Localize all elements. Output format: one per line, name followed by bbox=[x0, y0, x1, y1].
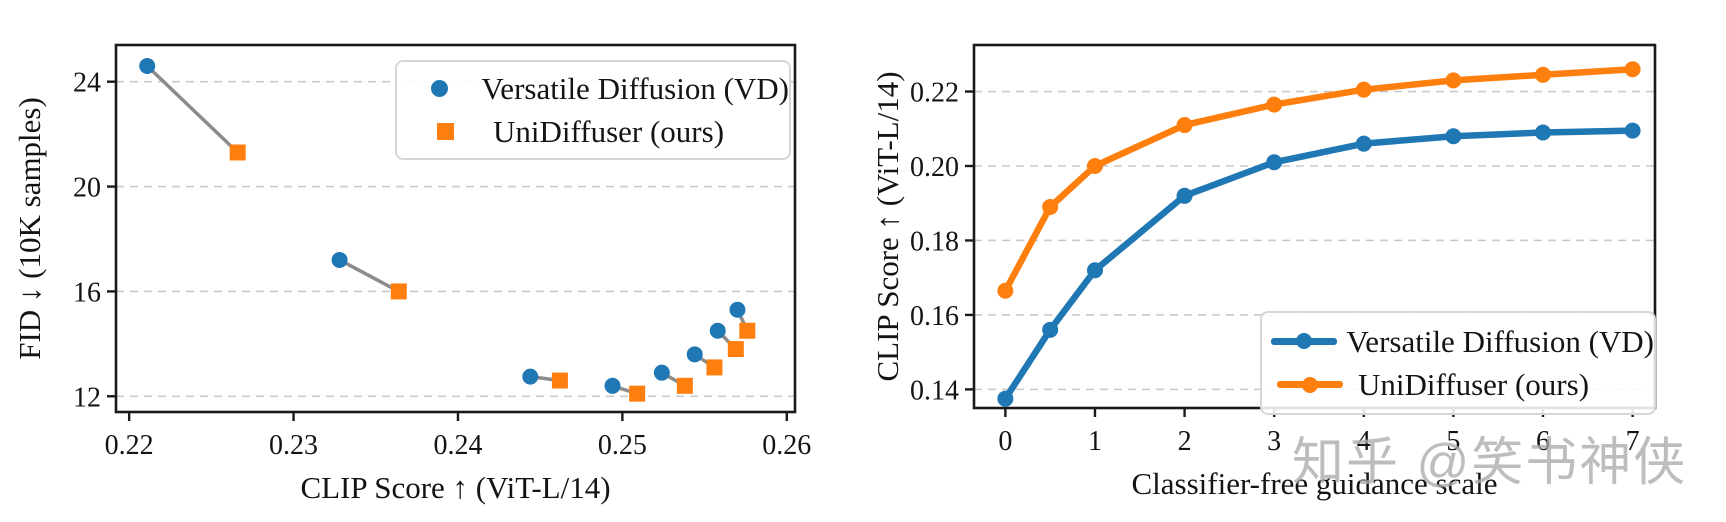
zhihu-watermark: 知乎 @笑书神侠 bbox=[1292, 434, 1688, 492]
data-point-circle bbox=[1266, 154, 1283, 171]
x-axis-tick-label: 6 bbox=[1536, 426, 1550, 457]
y-axis-tick-label: 0.18 bbox=[910, 226, 959, 257]
data-point-circle bbox=[653, 364, 670, 381]
y-axis-tick-label: 0.20 bbox=[910, 152, 959, 183]
x-axis-tick-label: 0.24 bbox=[433, 430, 482, 461]
data-point-square bbox=[676, 377, 693, 394]
data-point-circle bbox=[1445, 128, 1462, 145]
legend-entry-unidiffuser: UniDiffuser (ours) bbox=[397, 116, 789, 147]
y-axis-tick-label: 24 bbox=[73, 68, 101, 99]
x-axis-label: CLIP Score ↑ (ViT-L/14) bbox=[300, 470, 610, 505]
legend-label-vd: Versatile Diffusion (VD) bbox=[481, 71, 789, 107]
data-point-circle bbox=[1042, 198, 1059, 215]
data-point-circle bbox=[1176, 117, 1193, 134]
x-axis-tick-label: 0.26 bbox=[762, 430, 811, 461]
legend-label-unidiffuser: UniDiffuser (ours) bbox=[493, 113, 725, 149]
data-point-square bbox=[551, 372, 568, 389]
legend-label-vd: Versatile Diffusion (VD) bbox=[1346, 323, 1654, 359]
data-point-circle bbox=[1355, 81, 1372, 98]
x-axis-tick-label: 0.25 bbox=[598, 430, 647, 461]
plot-border bbox=[114, 43, 797, 414]
data-point-square bbox=[739, 322, 756, 339]
data-point-circle bbox=[997, 390, 1014, 407]
x-axis-tick-label: 3 bbox=[1267, 426, 1281, 457]
data-point-circle bbox=[1534, 66, 1551, 83]
data-point-circle bbox=[686, 346, 703, 363]
data-point-circle bbox=[1534, 124, 1551, 141]
data-point-circle bbox=[709, 322, 726, 339]
unidiffuser-square-marker-icon bbox=[397, 122, 493, 140]
data-point-circle bbox=[1042, 321, 1059, 338]
series-line bbox=[1002, 65, 1636, 294]
legend-entry-unidiffuser: UniDiffuser (ours) bbox=[1262, 369, 1654, 400]
data-point-circle bbox=[331, 251, 348, 268]
x-axis-label: Classifier-free guidance scale bbox=[1131, 466, 1497, 501]
data-point-circle bbox=[139, 57, 156, 74]
data-point-circle bbox=[729, 301, 746, 318]
y-axis-tick-label: 12 bbox=[73, 382, 101, 413]
data-point-square bbox=[727, 341, 744, 358]
vd-line-marker-icon bbox=[1262, 333, 1346, 350]
legend-entry-vd: Versatile Diffusion (VD) bbox=[397, 73, 789, 104]
y-axis-tick-label: 16 bbox=[73, 277, 101, 308]
y-axis-tick-label: 0.14 bbox=[910, 375, 959, 406]
clip-vs-guidance-chart: 0 1 2 3 4 5 6 7 0.14 0.16 0.18 0.20 0.22 Classifier-f… bbox=[860, 0, 1726, 522]
x-axis-tick-label: 0.22 bbox=[105, 430, 154, 461]
pair-connector-line bbox=[338, 258, 400, 293]
data-point-circle bbox=[1624, 61, 1641, 78]
data-point-circle bbox=[1355, 135, 1372, 152]
unidiffuser-line-marker-icon bbox=[1262, 376, 1358, 393]
x-axis-tick-label: 5 bbox=[1446, 426, 1460, 457]
y-axis-label: FID ↓ (10K samples) bbox=[12, 97, 47, 360]
legend-entry-vd: Versatile Diffusion (VD) bbox=[1262, 326, 1654, 357]
y-axis-label: CLIP Score ↑ (ViT-L/14) bbox=[870, 71, 905, 381]
vd-circle-marker-icon bbox=[397, 80, 481, 98]
y-axis-tick-label: 20 bbox=[73, 173, 101, 204]
x-axis-tick-label: 0.23 bbox=[269, 430, 318, 461]
data-point-square bbox=[629, 385, 646, 402]
data-point-square bbox=[706, 359, 723, 376]
legend-guidance-chart: Versatile Diffusion (VD) UniDiffuser (ou… bbox=[1260, 311, 1656, 415]
data-point-circle bbox=[1266, 96, 1283, 113]
data-point-square bbox=[390, 283, 407, 300]
data-point-square bbox=[229, 144, 246, 161]
x-axis-tick-label: 4 bbox=[1357, 426, 1371, 457]
data-point-circle bbox=[997, 282, 1014, 299]
data-point-circle bbox=[1086, 158, 1103, 174]
x-axis-tick-label: 7 bbox=[1626, 426, 1640, 457]
fid-vs-clip-plot: 0.22 0.23 0.24 0.25 0.26 12 16 20 24 CLIP Score ↑… bbox=[12, 43, 811, 505]
data-point-circle bbox=[1176, 187, 1193, 204]
y-axis-tick-label: 0.16 bbox=[910, 301, 959, 332]
y-axis-tick-label: 0.22 bbox=[910, 78, 959, 109]
data-point-circle bbox=[1624, 122, 1641, 139]
data-point-circle bbox=[522, 368, 539, 385]
x-axis-tick-label: 2 bbox=[1178, 426, 1192, 457]
data-point-circle bbox=[604, 377, 621, 394]
legend-label-unidiffuser: UniDiffuser (ours) bbox=[1358, 367, 1590, 403]
fid-vs-clip-chart: 0.22 0.23 0.24 0.25 0.26 12 16 20 24 CLIP Score ↑… bbox=[0, 0, 860, 522]
data-point-circle bbox=[1086, 262, 1103, 279]
x-axis-tick-label: 0 bbox=[998, 426, 1012, 457]
x-axis-tick-label: 1 bbox=[1088, 426, 1102, 457]
legend-fid-chart: Versatile Diffusion (VD) UniDiffuser (ou… bbox=[395, 60, 791, 160]
pair-connector-line bbox=[146, 64, 239, 154]
data-point-circle bbox=[1445, 72, 1462, 89]
